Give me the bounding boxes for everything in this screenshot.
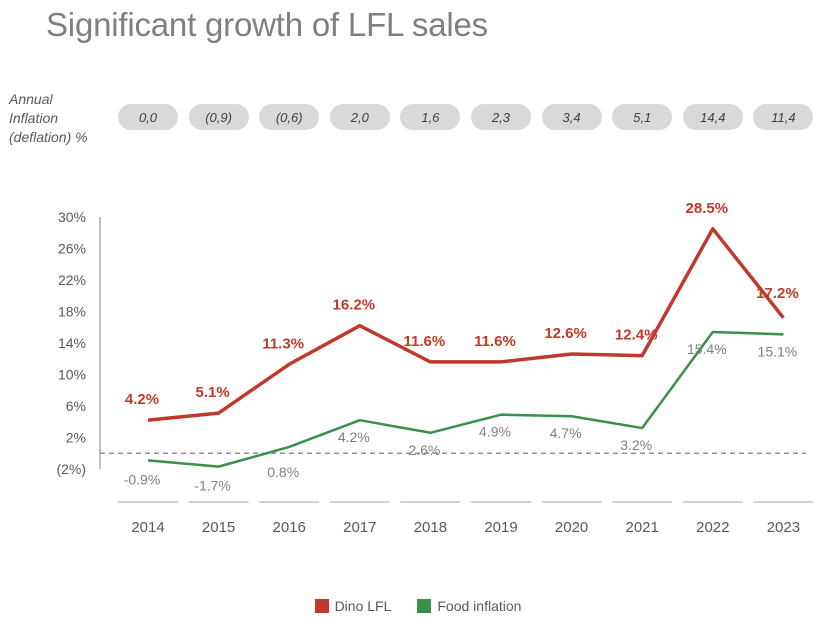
data-label-dino-lfl: 11.6%	[474, 333, 516, 350]
annual-inflation-pill: 11,4	[753, 104, 814, 130]
annual-inflation-pill: 2,3	[471, 104, 531, 130]
lfl-line-chart: 30% 26% 22% 18% 14% 10% 6% 2% (2%) 2014 2015 2016 20…	[56, 200, 814, 536]
data-label-food-inflation: 2.6%	[408, 442, 440, 458]
annual-inflation-label-line: Inflation	[9, 110, 59, 126]
annual-inflation-pill: (0,9)	[188, 104, 249, 130]
x-tick-label: 2016	[273, 519, 306, 536]
data-label-dino-lfl: 16.2%	[333, 297, 376, 314]
y-tick-label: 2%	[66, 430, 86, 446]
x-tick-label: 2022	[696, 519, 729, 536]
data-label-food-inflation: 4.2%	[338, 429, 370, 445]
y-tick-label: (2%)	[56, 461, 86, 477]
data-label-food-inflation: 15.4%	[687, 341, 727, 357]
x-tick-label: 2018	[414, 519, 447, 536]
x-tick-label: 2017	[343, 519, 376, 536]
y-tick-label: 30%	[58, 209, 86, 225]
x-tick-label: 2014	[131, 519, 164, 536]
legend-item-food-inflation: Food inflation	[417, 598, 521, 614]
data-label-dino-lfl: 5.1%	[195, 384, 229, 401]
series-line-dino-lfl	[147, 227, 785, 422]
y-tick-label: 10%	[58, 367, 86, 383]
legend-item-dino-lfl: Dino LFL	[314, 598, 392, 614]
annual-inflation-pill: 0,0	[118, 104, 178, 130]
chart-legend: Dino LFL Food inflation	[0, 598, 836, 614]
annual-inflation-pill: (0,6)	[259, 104, 320, 130]
annual-inflation-pill: 1,6	[400, 104, 461, 130]
data-label-dino-lfl: 12.6%	[544, 325, 587, 342]
legend-swatch-food-inflation	[417, 599, 432, 613]
annual-inflation-label-line: (deflation) %	[9, 129, 88, 145]
annual-inflation-pill: 14,4	[682, 104, 743, 130]
annual-inflation-pill: 3,4	[541, 104, 602, 130]
y-tick-label: 14%	[58, 335, 86, 351]
data-label-dino-lfl: 17.2%	[756, 285, 799, 302]
series-line-food-inflation	[147, 330, 784, 468]
x-tick-label: 2020	[555, 519, 588, 536]
y-tick-label: 22%	[58, 272, 86, 288]
data-label-dino-lfl: 4.2%	[125, 391, 159, 408]
annual-inflation-label: Annual Inflation (deflation) %	[9, 90, 119, 147]
data-label-food-inflation: 4.7%	[550, 425, 582, 441]
data-label-dino-lfl: 11.3%	[262, 335, 304, 352]
data-label-food-inflation: -0.9%	[124, 471, 161, 487]
annual-inflation-pill: 2,0	[329, 104, 390, 130]
data-label-dino-lfl: 12.4%	[615, 327, 658, 344]
legend-swatch-dino-lfl	[314, 599, 329, 613]
x-tick-label: 2015	[202, 519, 235, 536]
data-label-dino-lfl: 11.6%	[404, 333, 446, 350]
page-title: Significant growth of LFL sales	[46, 6, 488, 43]
annual-inflation-pill: 5,1	[612, 104, 673, 130]
legend-label-dino-lfl: Dino LFL	[334, 598, 392, 614]
y-tick-label: 18%	[58, 304, 86, 320]
annual-inflation-label-line: Annual	[9, 91, 53, 107]
data-label-dino-lfl: 28.5%	[686, 200, 729, 217]
data-label-food-inflation: 15.1%	[758, 343, 798, 359]
data-label-food-inflation: 0.8%	[267, 464, 299, 480]
y-tick-label: 26%	[58, 241, 86, 257]
x-tick-label: 2019	[484, 519, 517, 536]
legend-label-food-inflation: Food inflation	[437, 598, 522, 614]
data-label-food-inflation: -1.7%	[194, 478, 231, 494]
data-label-food-inflation: 3.2%	[620, 437, 652, 453]
y-tick-label: 6%	[66, 398, 86, 414]
data-label-food-inflation: 4.9%	[479, 424, 511, 440]
x-tick-label: 2023	[767, 519, 800, 536]
x-tick-label: 2021	[626, 519, 659, 536]
